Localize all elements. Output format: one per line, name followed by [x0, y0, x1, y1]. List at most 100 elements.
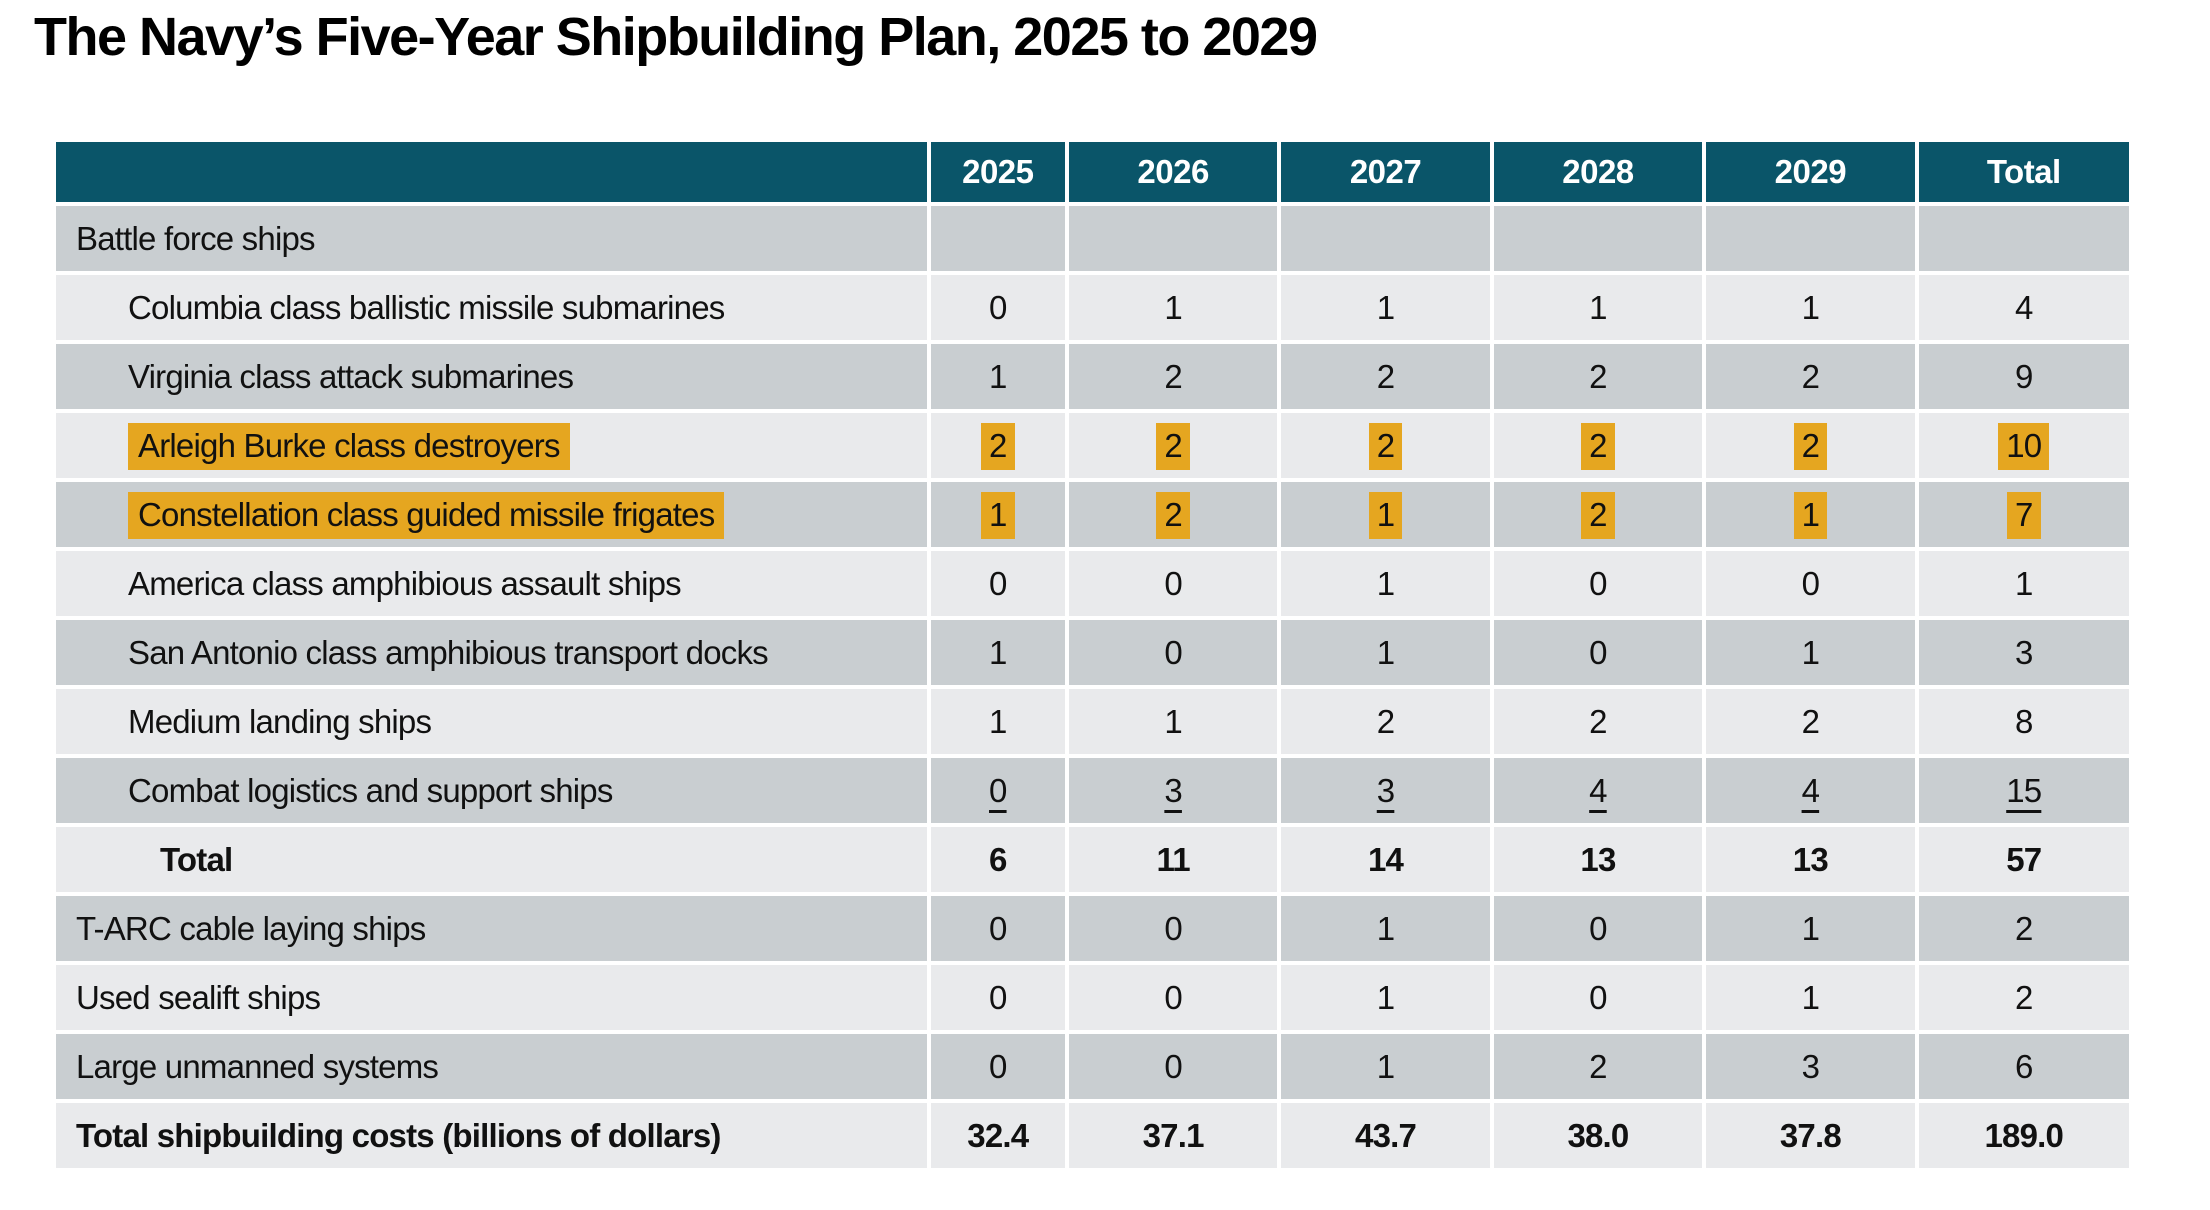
row-label: Large unmanned systems — [52, 1030, 931, 1103]
cell-value: 0 — [1064, 892, 1282, 965]
cell-value: 0 — [926, 892, 1069, 965]
cell-value: 0 — [1489, 616, 1707, 689]
cell-value: 3 — [1064, 754, 1282, 827]
cell-value: 2 — [1702, 409, 1919, 482]
cell-value: 38.0 — [1489, 1099, 1707, 1172]
highlighted-value: 7 — [2007, 491, 2041, 539]
cell-value: 1 — [1064, 685, 1282, 758]
cell-value: 0 — [1064, 961, 1282, 1034]
cell-value: 6 — [1914, 1030, 2134, 1103]
cell-value — [1064, 202, 1282, 275]
cell-value — [1277, 202, 1494, 275]
highlighted-label: Arleigh Burke class destroyers — [128, 422, 570, 470]
table-row: Columbia class ballistic missile submari… — [52, 271, 2134, 344]
highlighted-value: 2 — [1581, 422, 1615, 470]
cell-value: 32.4 — [926, 1099, 1069, 1172]
table-row: Total 6 11 14 13 13 57 — [52, 823, 2134, 896]
row-label: America class amphibious assault ships — [52, 547, 931, 620]
highlighted-value: 2 — [1156, 491, 1190, 539]
cell-value: 0 — [1064, 1030, 1282, 1103]
row-label: Columbia class ballistic missile submari… — [52, 271, 931, 344]
cell-value: 0 — [926, 271, 1069, 344]
cell-value: 2 — [1064, 340, 1282, 413]
cell-value: 1 — [1277, 1030, 1494, 1103]
cell-value: 8 — [1914, 685, 2134, 758]
cell-value: 1 — [1277, 892, 1494, 965]
cell-value: 14 — [1277, 823, 1494, 896]
cell-value: 1 — [1489, 271, 1707, 344]
cell-value: 1 — [926, 478, 1069, 551]
cell-value: 1 — [1702, 892, 1919, 965]
cell-value: 37.8 — [1702, 1099, 1919, 1172]
col-header-2025: 2025 — [926, 138, 1069, 206]
cell-value: 0 — [926, 1030, 1069, 1103]
cell-value: 13 — [1489, 823, 1707, 896]
cell-value: 1 — [1277, 616, 1494, 689]
cell-value: 43.7 — [1277, 1099, 1494, 1172]
underlined-value: 4 — [1801, 771, 1820, 809]
cell-value: 3 — [1277, 754, 1494, 827]
highlighted-value: 1 — [1368, 491, 1403, 539]
highlighted-value: 10 — [1998, 422, 2050, 470]
cell-value: 2 — [1064, 478, 1282, 551]
cell-value: 3 — [1914, 616, 2134, 689]
cell-value: 10 — [1914, 409, 2134, 482]
cell-value: 1 — [1702, 961, 1919, 1034]
highlighted-value: 2 — [1581, 491, 1615, 539]
cell-value: 0 — [926, 547, 1069, 620]
highlighted-value: 1 — [1793, 491, 1828, 539]
cell-value: 2 — [1277, 340, 1494, 413]
cell-value: 1 — [1064, 271, 1282, 344]
table-row: Total shipbuilding costs (billions of do… — [52, 1099, 2134, 1172]
table-row: Large unmanned systems 0 0 1 2 3 6 — [52, 1030, 2134, 1103]
underlined-value: 0 — [989, 771, 1007, 809]
cell-value: 2 — [1702, 340, 1919, 413]
row-label: San Antonio class amphibious transport d… — [52, 616, 931, 689]
col-header-total: Total — [1914, 138, 2134, 206]
cell-value: 4 — [1702, 754, 1919, 827]
table-row: Arleigh Burke class destroyers 2 2 2 2 2 10 — [52, 409, 2134, 482]
underlined-value: 15 — [2006, 771, 2042, 809]
cell-value: 57 — [1914, 823, 2134, 896]
row-label: Used sealift ships — [52, 961, 931, 1034]
cell-value: 2 — [1277, 409, 1494, 482]
table-row: America class amphibious assault ships 0 0… — [52, 547, 2134, 620]
row-label: Medium landing ships — [52, 685, 931, 758]
highlighted-value: 2 — [981, 422, 1015, 470]
cell-value: 1 — [1702, 616, 1919, 689]
row-label: Arleigh Burke class destroyers — [52, 409, 931, 482]
cell-value: 9 — [1914, 340, 2134, 413]
cell-value: 1 — [926, 340, 1069, 413]
row-label: Total — [52, 823, 931, 896]
cell-value: 1 — [1702, 478, 1919, 551]
cell-value — [1489, 202, 1707, 275]
col-header-2029: 2029 — [1702, 138, 1919, 206]
cell-value: 2 — [1914, 892, 2134, 965]
table-row: T-ARC cable laying ships 0 0 1 0 1 2 — [52, 892, 2134, 965]
row-label: Combat logistics and support ships — [52, 754, 931, 827]
cell-value: 189.0 — [1914, 1099, 2134, 1172]
cell-value: 11 — [1064, 823, 1282, 896]
cell-value: 0 — [1489, 892, 1707, 965]
underlined-value: 3 — [1376, 771, 1395, 809]
cell-value: 1 — [1277, 961, 1494, 1034]
cell-value: 37.1 — [1064, 1099, 1282, 1172]
col-header-empty — [52, 138, 931, 206]
cell-value: 2 — [1489, 1030, 1707, 1103]
cell-value: 4 — [1489, 754, 1707, 827]
table-row: Combat logistics and support ships 0 3 3 4 4 1… — [52, 754, 2134, 827]
cell-value: 2 — [1277, 685, 1494, 758]
cell-value: 2 — [1064, 409, 1282, 482]
underlined-value: 4 — [1589, 771, 1607, 809]
table-row: Constellation class guided missile friga… — [52, 478, 2134, 551]
underlined-value: 3 — [1164, 771, 1182, 809]
cell-value: 2 — [1914, 961, 2134, 1034]
cell-value: 0 — [1489, 961, 1707, 1034]
table-row: Virginia class attack submarines 1 2 2 2 2 9 — [52, 340, 2134, 413]
cell-value: 2 — [1489, 340, 1707, 413]
cell-value: 0 — [1489, 547, 1707, 620]
table-row: Battle force ships — [52, 202, 2134, 275]
cell-value — [1702, 202, 1919, 275]
cell-value: 1 — [1277, 547, 1494, 620]
row-label: Battle force ships — [52, 202, 931, 275]
